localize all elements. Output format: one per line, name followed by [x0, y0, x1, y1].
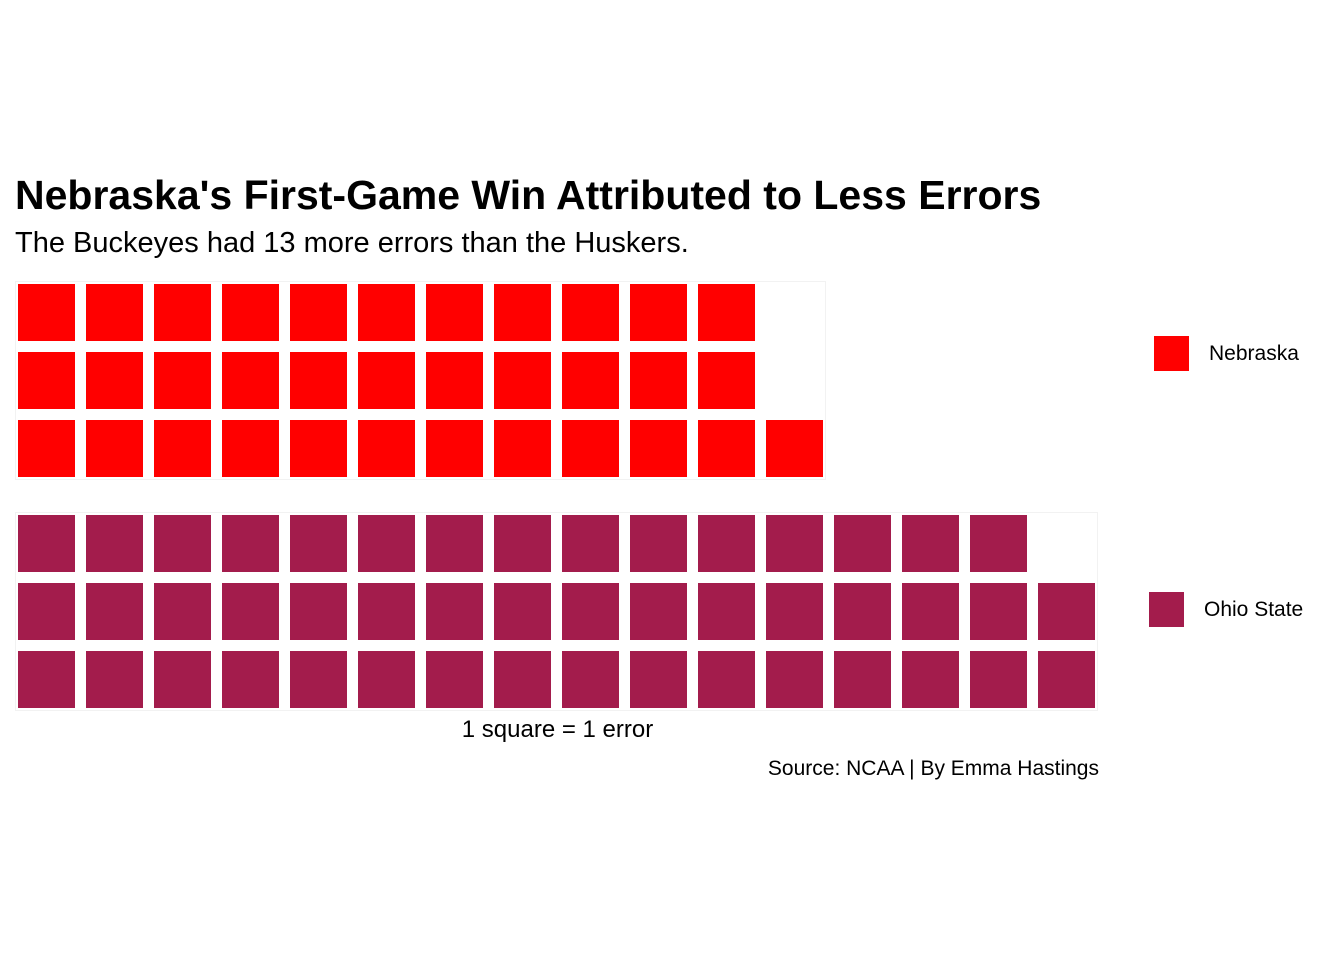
legend-label-nebraska: Nebraska: [1209, 341, 1299, 365]
legend-item-ohio-state: Ohio State: [1149, 592, 1303, 627]
waffle-square-nebraska: [630, 352, 687, 409]
waffle-square-nebraska: [562, 352, 619, 409]
waffle-grid-nebraska: [15, 281, 826, 480]
waffle-square-nebraska: [358, 420, 415, 477]
waffle-square-ohio-state: [86, 515, 143, 572]
waffle-square-ohio-state: [358, 515, 415, 572]
waffle-square-ohio-state: [562, 651, 619, 708]
waffle-square-ohio-state: [426, 515, 483, 572]
waffle-square-nebraska: [154, 352, 211, 409]
waffle-square-nebraska: [630, 420, 687, 477]
waffle-square-ohio-state: [834, 515, 891, 572]
source-caption: Source: NCAA | By Emma Hastings: [767, 757, 1099, 780]
waffle-square-nebraska: [630, 284, 687, 341]
waffle-square-ohio-state: [494, 583, 551, 640]
waffle-square-nebraska: [18, 284, 75, 341]
waffle-square-ohio-state: [222, 583, 279, 640]
waffle-square-ohio-state: [154, 515, 211, 572]
waffle-square-ohio-state: [766, 651, 823, 708]
waffle-square-nebraska: [698, 420, 755, 477]
waffle-square-ohio-state: [290, 651, 347, 708]
waffle-square-nebraska: [562, 284, 619, 341]
waffle-square-nebraska: [358, 284, 415, 341]
waffle-square-nebraska: [290, 352, 347, 409]
waffle-square-ohio-state: [902, 583, 959, 640]
waffle-frame: [15, 512, 1098, 711]
waffle-square-ohio-state: [698, 583, 755, 640]
waffle-square-ohio-state: [562, 583, 619, 640]
waffle-square-ohio-state: [630, 515, 687, 572]
waffle-square-nebraska: [562, 420, 619, 477]
waffle-grid-ohio-state: [15, 512, 1098, 711]
waffle-panel-ohio-state: [15, 512, 1098, 711]
waffle-square-ohio-state: [834, 583, 891, 640]
waffle-square-nebraska: [154, 420, 211, 477]
waffle-square-ohio-state: [902, 515, 959, 572]
waffle-square-nebraska: [86, 352, 143, 409]
waffle-panel-nebraska: [15, 281, 826, 480]
waffle-square-nebraska: [766, 420, 823, 477]
waffle-square-ohio-state: [222, 651, 279, 708]
waffle-square-nebraska: [18, 420, 75, 477]
waffle-square-ohio-state: [358, 583, 415, 640]
waffle-square-nebraska: [222, 420, 279, 477]
waffle-square-nebraska: [222, 352, 279, 409]
waffle-square-ohio-state: [970, 583, 1027, 640]
waffle-square-ohio-state: [290, 515, 347, 572]
waffle-square-nebraska: [86, 284, 143, 341]
waffle-square-ohio-state: [698, 515, 755, 572]
waffle-square-ohio-state: [86, 583, 143, 640]
waffle-square-nebraska: [426, 352, 483, 409]
waffle-square-nebraska: [290, 420, 347, 477]
waffle-square-ohio-state: [970, 515, 1027, 572]
legend-swatch-ohio-state: [1149, 592, 1184, 627]
legend-label-ohio-state: Ohio State: [1204, 597, 1304, 621]
waffle-square-ohio-state: [154, 583, 211, 640]
legend-swatch-nebraska: [1154, 336, 1189, 371]
waffle-square-ohio-state: [18, 583, 75, 640]
waffle-square-ohio-state: [1038, 651, 1095, 708]
waffle-square-nebraska: [698, 352, 755, 409]
waffle-square-ohio-state: [562, 515, 619, 572]
waffle-square-ohio-state: [766, 583, 823, 640]
waffle-square-nebraska: [426, 420, 483, 477]
waffle-square-nebraska: [494, 284, 551, 341]
waffle-square-nebraska: [86, 420, 143, 477]
waffle-square-ohio-state: [494, 651, 551, 708]
waffle-square-ohio-state: [426, 583, 483, 640]
waffle-square-ohio-state: [766, 515, 823, 572]
waffle-square-ohio-state: [18, 515, 75, 572]
waffle-square-nebraska: [698, 284, 755, 341]
waffle-square-ohio-state: [698, 651, 755, 708]
waffle-square-ohio-state: [630, 583, 687, 640]
waffle-square-ohio-state: [630, 651, 687, 708]
waffle-square-ohio-state: [154, 651, 211, 708]
waffle-square-ohio-state: [494, 515, 551, 572]
waffle-square-ohio-state: [970, 651, 1027, 708]
waffle-square-nebraska: [494, 352, 551, 409]
waffle-square-ohio-state: [290, 583, 347, 640]
waffle-square-ohio-state: [1038, 583, 1095, 640]
waffle-square-ohio-state: [222, 515, 279, 572]
waffle-square-ohio-state: [86, 651, 143, 708]
waffle-square-ohio-state: [358, 651, 415, 708]
waffle-square-nebraska: [494, 420, 551, 477]
chart-subtitle: The Buckeyes had 13 more errors than the…: [15, 227, 689, 259]
waffle-square-ohio-state: [18, 651, 75, 708]
waffle-square-ohio-state: [834, 651, 891, 708]
waffle-square-nebraska: [290, 284, 347, 341]
waffle-square-ohio-state: [426, 651, 483, 708]
waffle-square-ohio-state: [902, 651, 959, 708]
legend-item-nebraska: Nebraska: [1154, 336, 1299, 371]
waffle-frame: [15, 281, 826, 480]
waffle-square-nebraska: [426, 284, 483, 341]
unit-caption: 1 square = 1 error: [461, 716, 654, 743]
chart-title: Nebraska's First-Game Win Attributed to …: [15, 172, 1042, 218]
waffle-square-nebraska: [222, 284, 279, 341]
waffle-square-nebraska: [358, 352, 415, 409]
waffle-square-nebraska: [18, 352, 75, 409]
waffle-square-nebraska: [154, 284, 211, 341]
